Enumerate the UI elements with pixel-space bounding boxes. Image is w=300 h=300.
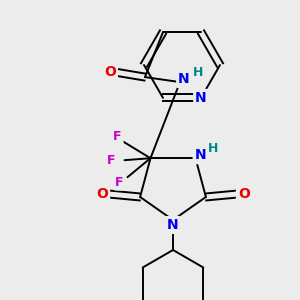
Text: N: N — [178, 72, 190, 86]
Text: F: F — [113, 130, 122, 143]
Text: F: F — [107, 154, 116, 167]
Text: O: O — [96, 187, 108, 201]
Text: H: H — [193, 66, 203, 79]
Text: F: F — [115, 176, 124, 189]
Text: N: N — [195, 91, 207, 105]
Text: H: H — [208, 142, 219, 155]
Text: O: O — [238, 187, 250, 201]
Text: N: N — [195, 148, 206, 162]
Text: O: O — [104, 65, 116, 79]
Text: N: N — [167, 218, 179, 232]
